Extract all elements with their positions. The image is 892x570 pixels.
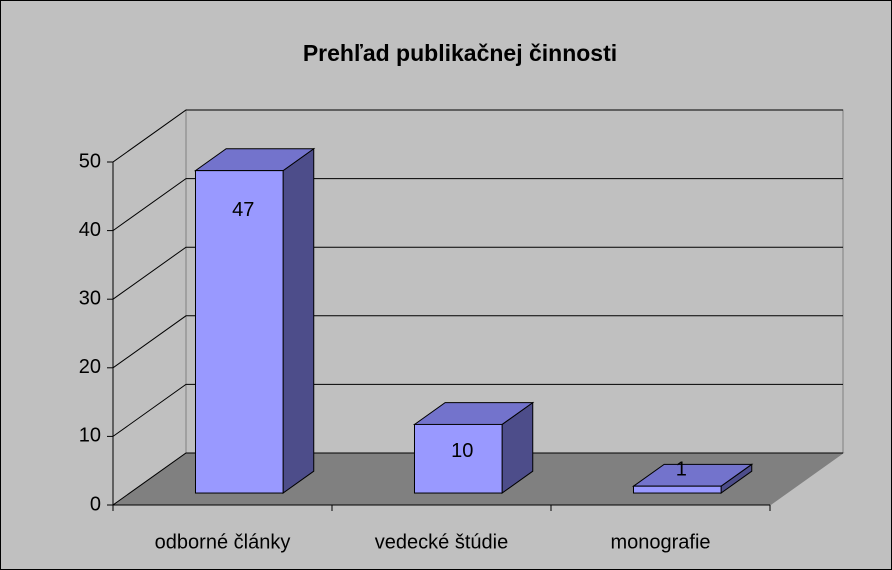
data-label: 10 bbox=[451, 440, 473, 462]
x-tick-label: monografie bbox=[610, 531, 710, 553]
grid-line bbox=[112, 315, 843, 369]
bar bbox=[194, 170, 284, 494]
grid-line bbox=[112, 178, 843, 232]
grid-line bbox=[112, 246, 843, 300]
grid-line bbox=[112, 109, 843, 163]
bar-side bbox=[282, 147, 315, 495]
side-wall bbox=[112, 109, 187, 506]
y-tick-label: 40 bbox=[79, 219, 101, 241]
y-tick-label: 20 bbox=[79, 356, 101, 378]
chart-title: Prehľad publikačnej činnosti bbox=[303, 40, 617, 66]
bar bbox=[413, 423, 503, 494]
x-tick-label: odborné články bbox=[155, 531, 291, 553]
grid-line bbox=[112, 383, 843, 437]
y-tick-label: 30 bbox=[79, 287, 101, 309]
grid-line bbox=[112, 452, 843, 506]
y-tick-label: 10 bbox=[79, 425, 101, 447]
y-tick-label: 0 bbox=[90, 493, 101, 515]
bar bbox=[632, 485, 722, 494]
data-label: 47 bbox=[232, 199, 254, 221]
y-tick-label: 50 bbox=[79, 150, 101, 172]
data-label: 1 bbox=[676, 458, 687, 480]
x-tick-label: vedecké štúdie bbox=[375, 531, 508, 553]
